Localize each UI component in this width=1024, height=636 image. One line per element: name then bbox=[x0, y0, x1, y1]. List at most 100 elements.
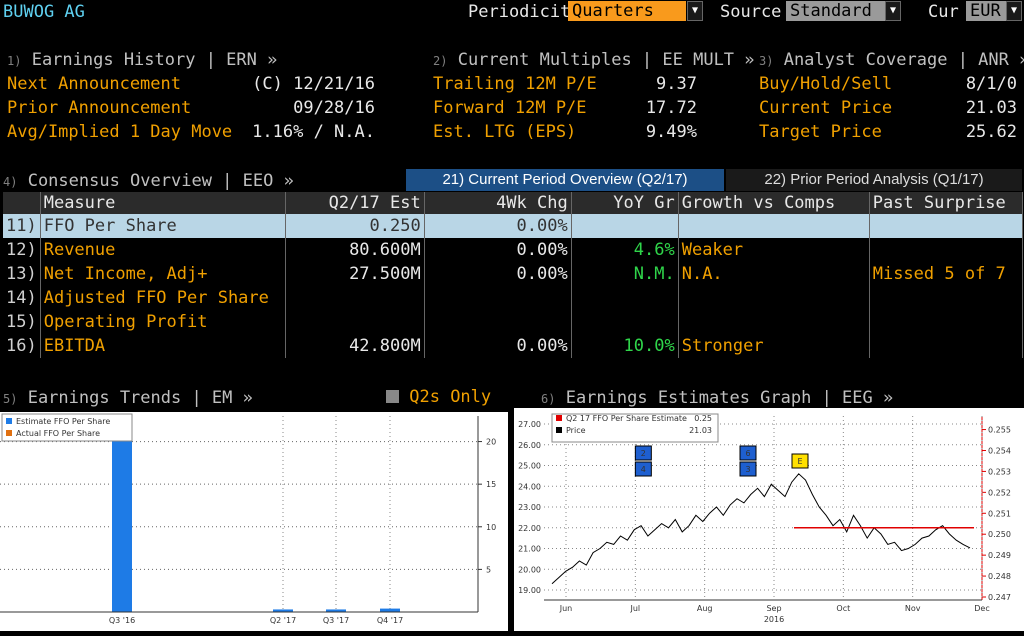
earnings-history-link[interactable]: 1) Earnings History | ERN » bbox=[7, 50, 277, 70]
y-tick-label-right: 0.248 bbox=[988, 572, 1011, 581]
bar-estimate bbox=[112, 416, 132, 612]
consensus-overview-link[interactable]: 4) Consensus Overview | EEO » bbox=[3, 171, 294, 191]
change-cell: 0.00% bbox=[424, 262, 572, 286]
table-row[interactable]: 13) Net Income, Adj+ 27.500M 0.00% N.M. … bbox=[3, 262, 1024, 286]
table-header-row: Measure Q2/17 Est 4Wk Chg YoY Gr Growth … bbox=[3, 192, 1024, 214]
event-marker-icon bbox=[634, 461, 652, 477]
estimate-cell: 80.600M bbox=[285, 238, 425, 262]
earnings-graph-link[interactable]: 6) Earnings Estimates Graph | EEG » bbox=[541, 388, 893, 408]
change-cell: 0.00% bbox=[424, 214, 572, 238]
col-yoy-growth[interactable]: YoY Gr bbox=[571, 192, 679, 214]
x-tick-label: Jul bbox=[630, 604, 641, 613]
y-tick-label-left: 24.00 bbox=[518, 482, 541, 491]
estimate-cell: 0.250 bbox=[285, 214, 425, 238]
y-tick-label-left: 22.00 bbox=[518, 524, 541, 533]
y-tick-label-right: 0.252 bbox=[988, 488, 1011, 497]
col-growth-vs-comps[interactable]: Growth vs Comps bbox=[678, 192, 870, 214]
legend-swatch bbox=[556, 427, 562, 433]
comps-cell: Weaker bbox=[678, 238, 870, 262]
change-cell: 0.00% bbox=[424, 238, 572, 262]
col-estimate[interactable]: Q2/17 Est bbox=[285, 192, 425, 214]
comps-cell bbox=[678, 214, 870, 238]
q2s-only-toggle[interactable]: Q2s Only bbox=[386, 387, 491, 407]
event-marker-icon bbox=[739, 461, 757, 477]
row-label: Avg/Implied 1 Day Move bbox=[7, 122, 233, 142]
comps-cell bbox=[678, 286, 870, 310]
measure-cell: Net Income, Adj+ bbox=[40, 262, 286, 286]
legend-box bbox=[1, 413, 133, 442]
table-row[interactable]: 12) Revenue 80.600M 0.00% 4.6% Weaker bbox=[3, 238, 1024, 262]
row-value: 8/1/0 bbox=[965, 74, 1017, 94]
source-label: Source bbox=[720, 2, 782, 22]
periodicity-dropdown-button[interactable]: ▼ bbox=[687, 1, 703, 21]
y-tick-label-right: 0.249 bbox=[988, 551, 1011, 560]
x-tick-label: Jun bbox=[559, 604, 573, 613]
col-measure[interactable]: Measure bbox=[40, 192, 286, 214]
earnings-trends-link[interactable]: 5) Earnings Trends | EM » bbox=[3, 388, 253, 408]
bar-estimate bbox=[273, 609, 293, 612]
row-label: Forward 12M P/E bbox=[433, 98, 587, 118]
section-title: Earnings Trends | EM » bbox=[27, 388, 253, 408]
analyst-coverage-row: Target Price 25.62 bbox=[759, 122, 1017, 142]
analyst-coverage-link[interactable]: 3) Analyst Coverage | ANR » bbox=[759, 50, 1024, 70]
currency-select[interactable]: EUR bbox=[966, 1, 1008, 21]
table-row[interactable]: 11) FFO Per Share 0.250 0.00% bbox=[3, 214, 1024, 238]
legend-label: Price bbox=[566, 426, 586, 435]
table-row[interactable]: 14) Adjusted FFO Per Share bbox=[3, 286, 1024, 310]
surprise-cell bbox=[869, 286, 1024, 310]
x-tick-label: Dec bbox=[974, 604, 989, 613]
row-value: 17.72 bbox=[645, 98, 697, 118]
section-number: 3) bbox=[759, 54, 774, 68]
measure-cell: Revenue bbox=[40, 238, 286, 262]
earnings-history-row: Next Announcement (C) 12/21/16 bbox=[7, 74, 375, 94]
legend-label: Q2 17 FFO Per Share Estimate bbox=[566, 414, 687, 423]
section-number: 1) bbox=[7, 54, 22, 68]
yoy-cell bbox=[571, 286, 679, 310]
x-tick-label: Q2 '17 bbox=[270, 616, 296, 625]
y-tick-label-right: 0.253 bbox=[988, 467, 1011, 476]
source-select[interactable]: Standard bbox=[786, 1, 886, 21]
col-4wk-chg[interactable]: 4Wk Chg bbox=[424, 192, 572, 214]
table-row[interactable]: 16) EBITDA 42.800M 0.00% 10.0% Stronger bbox=[3, 334, 1024, 358]
y-tick-label-left: 21.00 bbox=[518, 545, 541, 554]
y-tick-label-left: 20.00 bbox=[518, 565, 541, 574]
surprise-cell bbox=[869, 334, 1024, 358]
measure-cell: Operating Profit bbox=[40, 310, 286, 334]
section-title: Current Multiples | EE MULT » bbox=[457, 50, 755, 70]
tab-current-period[interactable]: 21) Current Period Overview (Q2/17) bbox=[406, 169, 724, 191]
change-cell: 0.00% bbox=[424, 334, 572, 358]
legend-label: Estimate FFO Per Share bbox=[16, 417, 110, 426]
tab-prior-period[interactable]: 22) Prior Period Analysis (Q1/17) bbox=[726, 169, 1022, 191]
current-multiples-row: Forward 12M P/E 17.72 bbox=[433, 98, 697, 118]
estimate-cell: 27.500M bbox=[285, 262, 425, 286]
current-multiples-row: Est. LTG (EPS) 9.49% bbox=[433, 122, 697, 142]
periodicity-select[interactable]: Quarters bbox=[568, 1, 686, 21]
x-tick-label: Q3 '17 bbox=[323, 616, 349, 625]
currency-dropdown-button[interactable]: ▼ bbox=[1006, 1, 1022, 21]
section-title: Analyst Coverage | ANR » bbox=[783, 50, 1024, 70]
y-tick-label-right: 0.254 bbox=[988, 446, 1011, 455]
row-value: 25.62 bbox=[965, 122, 1017, 142]
source-dropdown-button[interactable]: ▼ bbox=[885, 1, 901, 21]
x-tick-label: Aug bbox=[697, 604, 713, 613]
bar-estimate bbox=[326, 609, 346, 612]
x-year-label: 2016 bbox=[764, 615, 784, 624]
table-row[interactable]: 15) Operating Profit bbox=[3, 310, 1024, 334]
earnings-estimates-graph[interactable]: 19.00 20.00 21.00 22.00 23.00 24.00 25.00 26.00… bbox=[514, 408, 1024, 631]
row-index: 13) bbox=[3, 262, 41, 286]
x-tick-label: Nov bbox=[905, 604, 921, 613]
earnings-trends-chart[interactable]: 5 10 15 20 Q3 '16 Q2 '17 Q3 '17 Q4 '17 Estimate … bbox=[0, 412, 508, 631]
legend-value: 0.25 bbox=[694, 414, 712, 423]
surprise-cell: Missed 5 of 7 bbox=[869, 262, 1024, 286]
col-past-surprise[interactable]: Past Surprise bbox=[869, 192, 1024, 214]
row-label: Est. LTG (EPS) bbox=[433, 122, 577, 142]
row-label: Current Price bbox=[759, 98, 893, 118]
row-label: Next Announcement bbox=[7, 74, 181, 94]
y-tick-label-left: 26.00 bbox=[518, 441, 541, 450]
current-multiples-link[interactable]: 2) Current Multiples | EE MULT » bbox=[433, 50, 755, 70]
row-index: 12) bbox=[3, 238, 41, 262]
event-marker-label: 4 bbox=[641, 465, 646, 474]
legend-swatch bbox=[556, 415, 562, 421]
y-tick-label: 15 bbox=[486, 480, 496, 489]
yoy-cell bbox=[571, 214, 679, 238]
